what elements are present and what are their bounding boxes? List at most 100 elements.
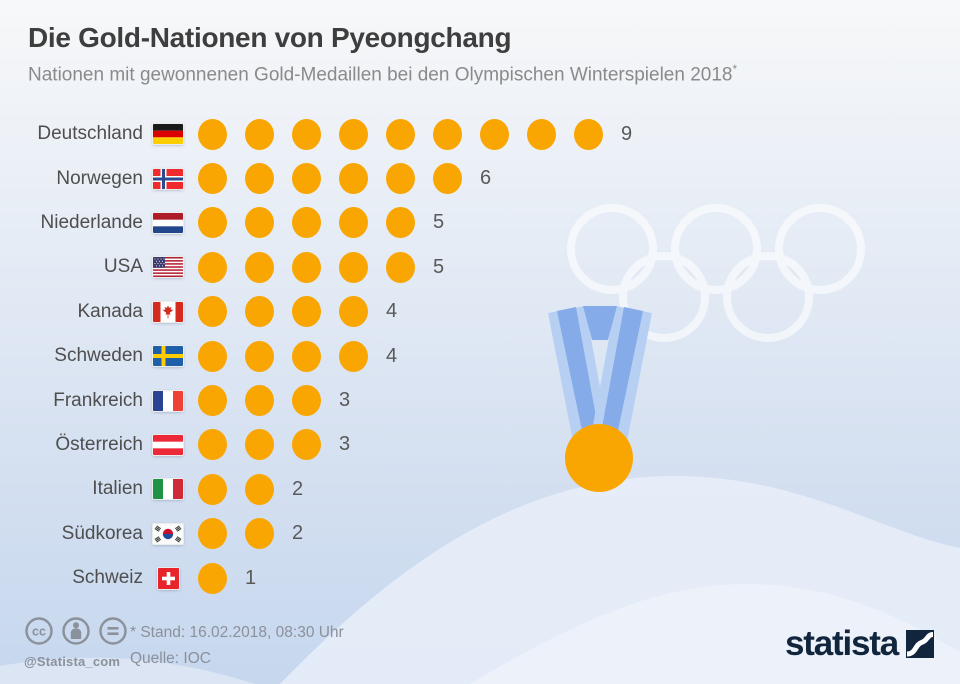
gold-medal-dot: [198, 562, 227, 594]
cc-license-icons: cc: [25, 617, 127, 645]
statista-logo-mark: [906, 629, 934, 658]
gold-medal-dot: [292, 207, 321, 239]
gold-medal-dot: [198, 340, 227, 372]
nd-icon: [99, 617, 127, 645]
footnote-stand: * Stand: 16.02.2018, 08:30 Uhr: [130, 624, 344, 641]
country-row: Schweiz 1: [24, 556, 632, 600]
gold-medal-dot: [245, 296, 274, 328]
medal-dots: [198, 296, 368, 328]
country-label: Norwegen: [56, 167, 143, 189]
gold-medal-graphic: [548, 306, 652, 492]
gold-medal-dot: [292, 296, 321, 328]
gold-medal-dot: [292, 385, 321, 417]
medal-count: 9: [621, 122, 633, 145]
gold-medal-dot: [245, 385, 274, 417]
footnote-source: Quelle: IOC: [130, 650, 211, 667]
header: Die Gold-Nationen von Pyeongchang Nation…: [28, 22, 737, 86]
gold-medal-dot: [339, 207, 368, 239]
country-row: Österreich 3: [24, 423, 632, 467]
country-label: Niederlande: [40, 211, 143, 233]
gold-medal-dot: [574, 118, 603, 150]
flag-at-icon: [152, 434, 184, 455]
medal-count: 5: [433, 255, 445, 278]
gold-medal-dot: [245, 340, 274, 372]
gold-medal-dot: [339, 340, 368, 372]
flag-de-icon: [152, 124, 184, 145]
gold-medal-dot: [339, 251, 368, 283]
country-label: Deutschland: [37, 123, 143, 145]
gold-medal-dot: [339, 118, 368, 150]
gold-medal-dot: [198, 385, 227, 417]
gold-medal-dot: [198, 473, 227, 505]
medal-dots: [198, 473, 274, 505]
medal-dots: [198, 518, 274, 550]
gold-medal-dot: [527, 118, 556, 150]
medal-count: 1: [245, 566, 257, 589]
flag-it-icon: [152, 479, 184, 500]
gold-medal-dot: [245, 163, 274, 195]
gold-medal-dot: [433, 163, 462, 195]
subtitle-text: Nationen mit gewonnenen Gold-Medaillen b…: [28, 64, 733, 86]
gold-medal-dot: [386, 118, 415, 150]
country-row: Norwegen 6: [24, 156, 632, 200]
statista-handle: @Statista_com: [24, 654, 121, 669]
country-label: Schweiz: [72, 567, 143, 589]
country-row: Deutschland 9: [24, 112, 632, 156]
gold-medal-dot: [245, 251, 274, 283]
license-block: cc @Statista_com: [24, 616, 128, 669]
snow-hills-graphic: [0, 475, 960, 684]
flag-nl-icon: [152, 212, 184, 233]
gold-medal-dot: [386, 207, 415, 239]
medal-count: 2: [292, 477, 304, 500]
gold-medal-dot: [292, 429, 321, 461]
medal-count: 3: [339, 389, 351, 412]
statista-logo: statista: [785, 626, 934, 661]
country-row: USA 5: [24, 245, 632, 289]
medal-disc: [565, 424, 633, 492]
flag-se-icon: [152, 346, 184, 367]
medal-dots: [198, 429, 321, 461]
medal-count: 6: [480, 167, 492, 190]
cc-icon: [25, 617, 53, 645]
gold-medal-dot: [198, 163, 227, 195]
country-row: Frankreich 3: [24, 378, 632, 422]
country-label: Südkorea: [61, 522, 143, 544]
gold-medal-dot: [198, 207, 227, 239]
flag-ch-icon: [152, 567, 184, 589]
medal-dots: [198, 340, 368, 372]
footnote-marker: *: [732, 63, 738, 76]
country-row: Südkorea 2: [24, 512, 632, 556]
gold-medal-dot: [480, 118, 509, 150]
flag-ca-icon: [152, 301, 184, 322]
flag-no-icon: [152, 168, 184, 189]
country-row: Schweden 4: [24, 334, 632, 378]
gold-medal-dot: [433, 118, 462, 150]
gold-medal-dot: [245, 518, 274, 550]
flag-us-icon: [152, 257, 184, 278]
medal-count: 4: [386, 344, 398, 367]
country-label: Kanada: [77, 300, 143, 322]
gold-medal-dot: [292, 251, 321, 283]
medal-dots: [198, 251, 415, 283]
gold-medal-dot: [198, 429, 227, 461]
gold-medal-dot: [198, 118, 227, 150]
gold-medal-dot: [245, 207, 274, 239]
medal-count: 5: [433, 211, 445, 234]
gold-medal-dot: [245, 118, 274, 150]
medal-dots: [198, 562, 227, 594]
gold-medal-dot: [339, 163, 368, 195]
gold-medal-dot: [198, 251, 227, 283]
cc-glyph: cc: [32, 625, 46, 639]
country-label: Italien: [92, 478, 143, 500]
gold-medal-dot: [292, 340, 321, 372]
gold-medal-dot: [339, 296, 368, 328]
gold-medal-dot: [292, 118, 321, 150]
medal-count: 3: [339, 433, 351, 456]
country-label: Frankreich: [53, 389, 143, 411]
gold-medal-dot: [245, 429, 274, 461]
gold-medal-dot: [198, 518, 227, 550]
statista-wordmark: statista: [785, 624, 899, 663]
gold-medal-dot: [386, 251, 415, 283]
flag-fr-icon: [152, 390, 184, 411]
